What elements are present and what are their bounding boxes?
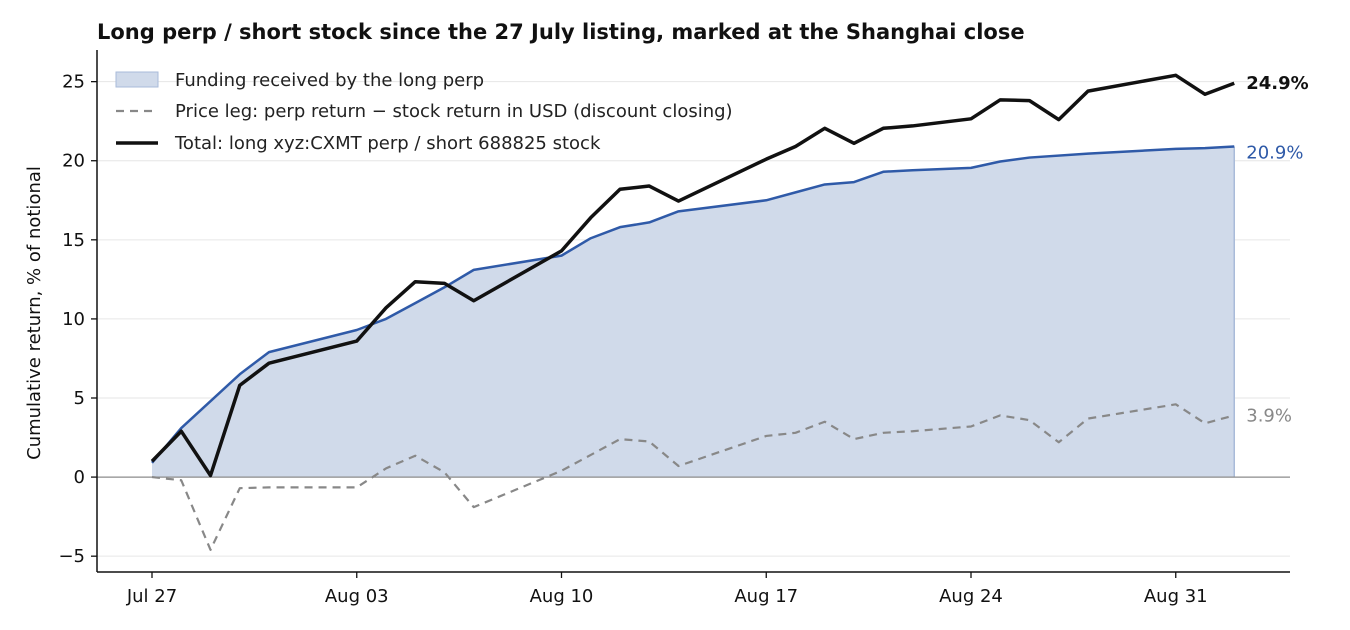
series-total-line xyxy=(150,73,1235,478)
y-tick-label: 0 xyxy=(74,467,85,488)
series-funding-area xyxy=(152,146,1235,478)
x-tick-label: Aug 17 xyxy=(734,586,798,607)
x-tick-label: Aug 03 xyxy=(325,586,389,607)
y-tick-label: 15 xyxy=(62,230,85,251)
end-label-funding: 20.9% xyxy=(1246,142,1303,163)
end-label-price-leg: 3.9% xyxy=(1246,405,1292,426)
axes: −5 0 5 10 15 20 25 Jul 27 Aug 03 Aug 10 Aug 17 Aug … xyxy=(58,50,1290,607)
series-funding-line xyxy=(151,145,1235,464)
legend: Funding received by the long perp Price l… xyxy=(115,70,733,154)
legend-label-total: Total: long xyz:CXMT perp / short 688825… xyxy=(174,133,601,154)
chart-title: Long perp / short stock since the 27 Jul… xyxy=(97,20,1025,44)
y-tick-label: 25 xyxy=(62,72,85,93)
end-label-total: 24.9% xyxy=(1246,73,1308,94)
y-tick-label: 10 xyxy=(62,309,85,330)
y-tick-label: −5 xyxy=(58,546,85,567)
series-price-leg-line xyxy=(151,403,1235,551)
x-tick-label: Aug 31 xyxy=(1144,586,1208,607)
x-tick-label: Aug 10 xyxy=(530,586,594,607)
y-axis-label: Cumulative return, % of notional xyxy=(24,166,45,460)
legend-label-funding: Funding received by the long perp xyxy=(175,70,484,91)
x-tick-label: Aug 24 xyxy=(939,586,1003,607)
legend-label-price-leg: Price leg: perp return − stock return in… xyxy=(175,101,733,122)
y-tick-label: 20 xyxy=(62,151,85,172)
legend-swatch-funding xyxy=(115,71,159,88)
plot-area: 24.9% 20.9% 3.9% xyxy=(97,73,1309,551)
x-tick-label: Jul 27 xyxy=(126,586,177,607)
y-tick-label: 5 xyxy=(74,388,85,409)
